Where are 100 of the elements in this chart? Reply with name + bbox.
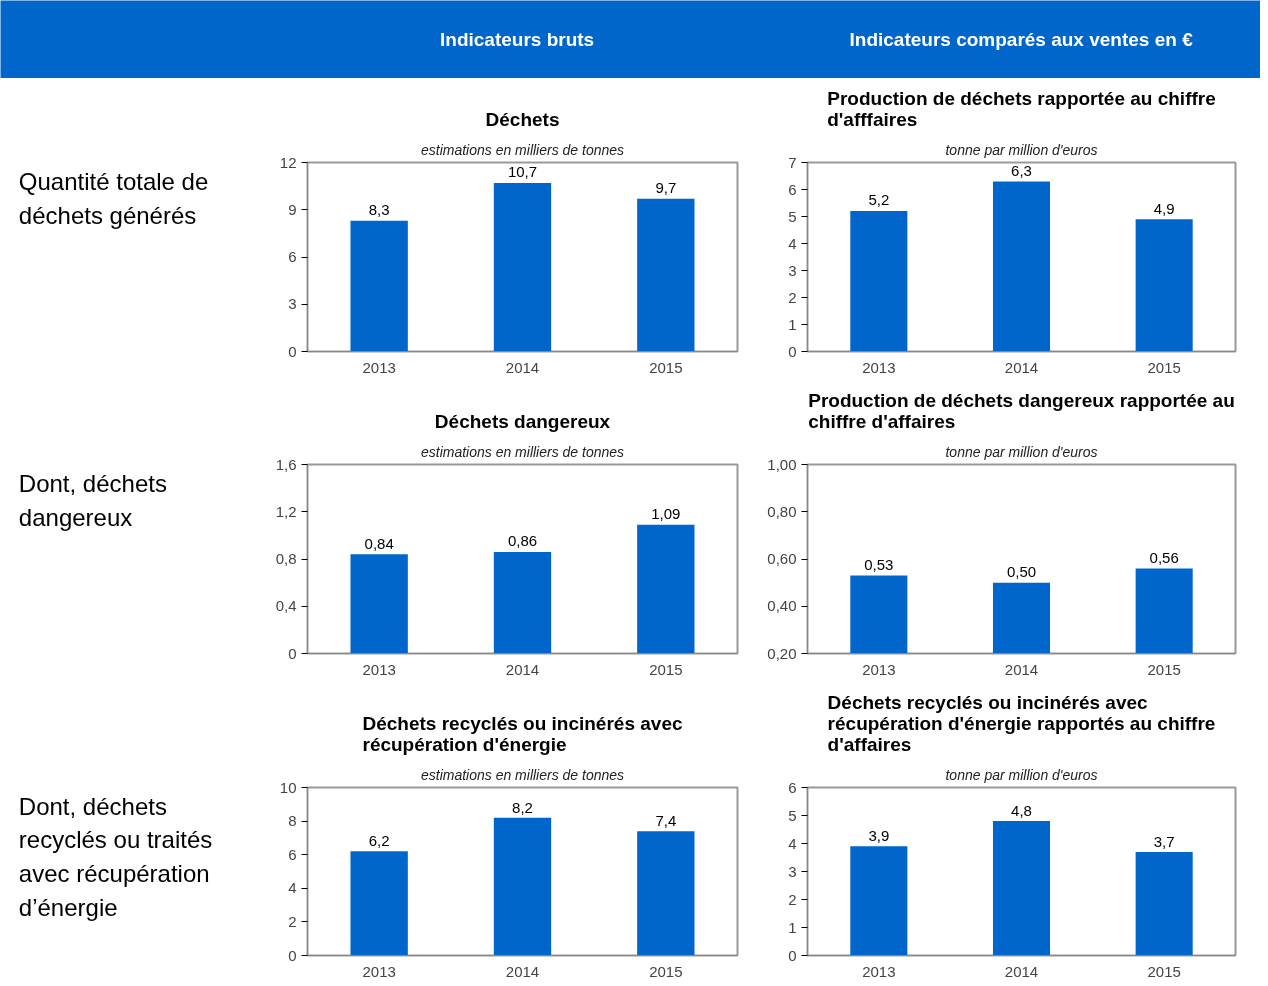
y-tick-label: 3 [788, 261, 797, 279]
x-tick-label: 2015 [649, 358, 683, 376]
data-label: 5,2 [868, 191, 890, 209]
y-tick-label: 2 [788, 288, 797, 306]
y-tick-label: 0 [288, 946, 297, 964]
y-tick-label: 0 [788, 946, 797, 964]
data-label: 0,86 [507, 532, 538, 550]
chart-title: Production de déchets rapportée au chiffre d'afffaires [827, 87, 1216, 130]
y-tick-label: 3 [788, 862, 797, 880]
data-label: 3,7 [1153, 832, 1175, 850]
y-tick-label: 1,6 [275, 455, 297, 473]
text: Quantité totale de déchets générés [18, 168, 209, 230]
y-tick-label: 5 [788, 207, 797, 225]
x-tick-label: 2013 [862, 358, 896, 376]
bar [350, 554, 408, 654]
bar [1135, 851, 1193, 956]
y-tick-label: 1 [788, 918, 797, 936]
chart-title: Production de déchets dangereux rapportée au chiffre d'affaires [808, 389, 1235, 432]
y-tick-label: 0 [288, 644, 297, 662]
y-tick-label: 12 [279, 153, 297, 171]
data-label: 0,50 [1006, 562, 1037, 580]
x-tick-label: 2015 [1147, 660, 1181, 678]
text: Indicateurs bruts [440, 29, 595, 50]
y-tick-label: 0 [288, 342, 297, 360]
bar [992, 821, 1051, 956]
bar [637, 524, 695, 654]
text: Indicateurs comparés aux ventes en € [849, 29, 1194, 50]
x-tick-label: 2013 [862, 660, 896, 678]
data-label: 10,7 [507, 163, 538, 181]
bar [992, 181, 1051, 352]
y-tick-label: 1 [788, 315, 797, 333]
chart-subtitle: estimations en milliers de tonnes [420, 766, 625, 783]
y-tick-label: 1,00 [767, 455, 797, 473]
text: Dont, déchets dangereux [18, 470, 167, 532]
chart-subtitle: tonne par million d'euros [945, 443, 1098, 460]
chart-subtitle: tonne par million d'euros [945, 141, 1098, 158]
x-tick-label: 2014 [505, 962, 540, 980]
data-label: 1,09 [651, 505, 681, 523]
x-tick-label: 2014 [1004, 660, 1039, 678]
y-tick-label: 10 [279, 778, 297, 796]
bar [493, 182, 552, 352]
data-label: 0,53 [864, 555, 894, 573]
bar [850, 211, 908, 352]
x-tick-label: 2014 [1004, 358, 1039, 376]
bar [637, 198, 695, 352]
y-tick-label: 2 [788, 890, 797, 908]
bar [637, 831, 695, 956]
chart-title: Déchets recyclés ou incinérés avec récupération d'énergie rapportés au chiffre d'affaires [827, 691, 1216, 755]
chart-title: Déchets dangereux [434, 410, 611, 432]
x-tick-label: 2015 [649, 962, 683, 980]
data-label: 7,4 [655, 812, 677, 830]
data-label: 0,84 [364, 534, 394, 552]
bar [493, 817, 552, 956]
y-tick-label: 0,80 [767, 502, 797, 520]
bar [850, 846, 908, 956]
y-tick-label: 0,40 [767, 597, 797, 615]
data-label: 4,9 [1153, 199, 1175, 217]
y-tick-label: 1,2 [275, 502, 297, 520]
chart-title: Déchets [485, 108, 560, 130]
x-tick-label: 2014 [505, 660, 540, 678]
data-label: 9,7 [655, 179, 677, 197]
y-tick-label: 0,8 [275, 550, 297, 567]
chart-subtitle: tonne par million d'euros [945, 766, 1098, 783]
y-tick-label: 0 [788, 342, 797, 360]
x-tick-label: 2015 [1147, 358, 1181, 376]
x-tick-label: 2013 [362, 962, 396, 980]
x-tick-label: 2015 [1147, 962, 1181, 980]
y-tick-label: 6 [788, 180, 797, 198]
y-tick-label: 5 [788, 806, 797, 824]
y-tick-label: 0,4 [275, 597, 297, 615]
text: Dont, déchets recyclés ou traités avec récupération d’énergie [18, 792, 213, 921]
bar [350, 851, 408, 956]
y-tick-label: 4 [288, 879, 297, 897]
y-tick-label: 6 [288, 248, 297, 265]
y-tick-label: 4 [788, 234, 797, 252]
y-tick-label: 8 [288, 812, 297, 830]
y-tick-label: 6 [288, 845, 297, 863]
data-label: 4,8 [1011, 802, 1032, 820]
chart-title: Déchets recyclés ou incinérés avec récupération d'énergie [362, 712, 683, 755]
data-label: 6,2 [368, 832, 390, 850]
y-tick-label: 7 [788, 153, 797, 171]
data-label: 6,3 [1011, 161, 1032, 179]
data-label: 8,3 [368, 201, 390, 219]
bar [350, 220, 408, 352]
y-tick-label: 0,20 [767, 644, 797, 662]
x-tick-label: 2013 [362, 660, 396, 678]
x-tick-label: 2013 [362, 358, 396, 376]
data-label: 8,2 [512, 798, 533, 816]
chart-subtitle: estimations en milliers de tonnes [420, 443, 625, 460]
data-label: 3,9 [868, 827, 890, 845]
y-tick-label: 3 [288, 295, 297, 313]
x-tick-label: 2014 [1004, 962, 1039, 980]
y-tick-label: 6 [788, 778, 797, 796]
chart-subtitle: estimations en milliers de tonnes [420, 141, 625, 158]
x-tick-label: 2015 [649, 660, 683, 678]
y-tick-label: 9 [288, 200, 297, 218]
y-tick-label: 0,60 [767, 550, 797, 567]
y-tick-label: 4 [788, 834, 797, 852]
bar [1135, 219, 1193, 352]
x-tick-label: 2014 [505, 358, 540, 376]
